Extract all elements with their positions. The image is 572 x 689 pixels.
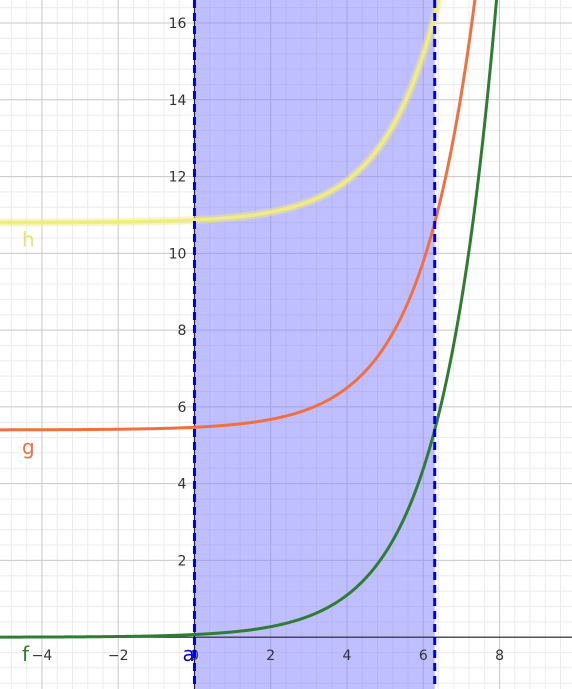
x-tick-label: 8 [495,648,504,664]
boundary-lines[interactable] [192,0,437,689]
y-tick-label: 2 [178,553,187,569]
y-tick-label: 4 [178,477,187,493]
function-label-g: g [22,435,35,459]
y-tick-label: 6 [178,400,187,416]
x-tick-label: 2 [266,648,275,664]
shaded-region [194,0,435,689]
function-label-f: f [22,642,30,666]
y-tick-label: 16 [169,16,187,32]
curve-g[interactable] [0,0,483,432]
function-curves[interactable] [0,0,502,639]
y-tick-label: 12 [169,170,187,186]
x-tick-label: 4 [343,648,352,664]
x-tick-label: −4 [32,648,53,664]
x-tick-label: 6 [419,648,428,664]
function-label-h: h [22,228,35,252]
x-tick-label: −2 [108,648,129,664]
curve-f[interactable] [0,0,502,639]
y-tick-label: 10 [169,246,187,262]
y-tick-label: 8 [178,323,187,339]
function-labels: f g h a [22,228,195,667]
y-tick-label: 14 [169,93,187,109]
curve-h[interactable] [0,0,454,225]
point-label-a: a [182,642,194,666]
